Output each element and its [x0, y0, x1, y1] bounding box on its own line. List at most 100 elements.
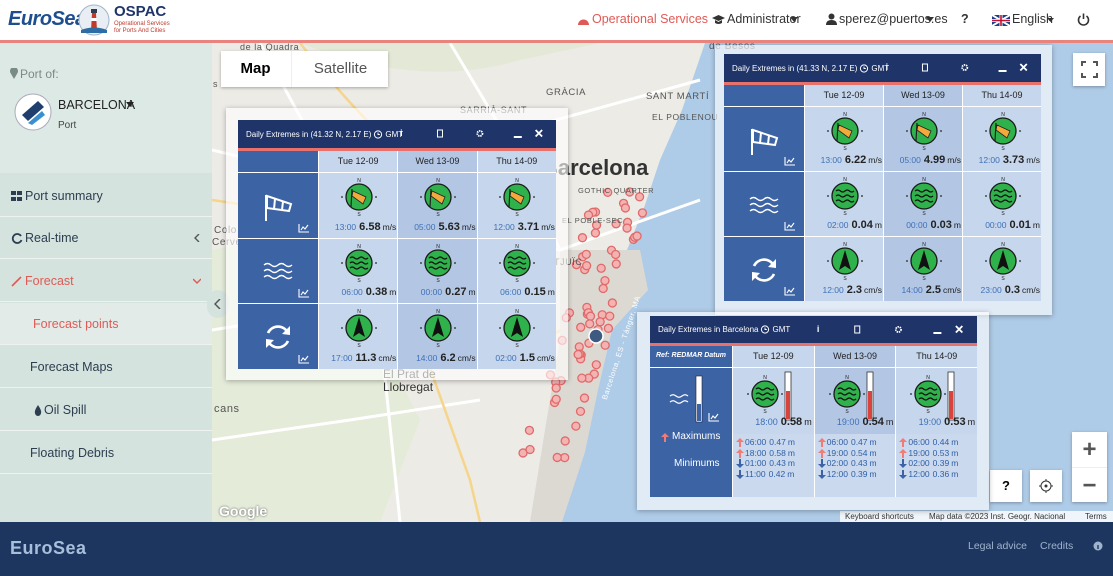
zoom-out[interactable]: − [1072, 467, 1107, 503]
day-header: Tue 12-09 [318, 151, 398, 172]
credits-link[interactable]: Credits [1040, 540, 1074, 552]
station-dot [611, 259, 621, 269]
station-dot [622, 223, 632, 233]
wave-icon-line [749, 208, 779, 213]
windsock [266, 194, 293, 212]
minimum-line: 01:00 0.43 m [745, 458, 795, 468]
arrow-shape [817, 448, 826, 458]
locate-button[interactable] [1030, 470, 1062, 502]
nav-administrator[interactable]: Administrator [727, 12, 801, 26]
extreme-unit: m [951, 447, 959, 458]
menu-item[interactable]: Oil Spill [0, 389, 212, 431]
power-button[interactable] [1077, 13, 1090, 26]
clock-hands [765, 327, 768, 330]
station-dot [607, 298, 618, 308]
wave-line [914, 199, 933, 203]
panel-title: Daily Extremes in (41.32 N, 2.17 E) [246, 129, 372, 139]
fullscreen-button[interactable] [1073, 53, 1105, 86]
lighthouse-band [91, 18, 97, 21]
extreme-unit: m [869, 437, 877, 447]
menu-item[interactable]: Forecast Maps [0, 346, 212, 388]
wave-line [428, 260, 448, 265]
keyboard-shortcuts[interactable]: Keyboard shortcuts [845, 512, 914, 521]
menu-item[interactable]: Floating Debris [0, 432, 212, 474]
nav-language[interactable]: English [1012, 12, 1053, 26]
compass-east [939, 195, 942, 197]
forecast-cell: N S 14:00 2.5 cm/s [883, 236, 962, 301]
zoom-in[interactable]: + [1082, 436, 1097, 463]
nav-help[interactable]: ? [961, 12, 969, 26]
menu-item[interactable]: Port summary [0, 175, 212, 217]
info-icon[interactable] [1093, 541, 1103, 551]
menu-item[interactable]: Forecast points [0, 303, 212, 345]
station-dot [603, 323, 614, 333]
sidebar-toggle[interactable] [207, 290, 229, 318]
port-name[interactable]: BARCELONA [58, 98, 136, 112]
menu-item[interactable]: Real-time [0, 217, 212, 259]
extreme-time: 12:00 [826, 468, 848, 479]
compass-east [374, 327, 377, 329]
cell-value: 0.03 [930, 219, 952, 231]
cell-value-line: 00:00 0.03 m [884, 219, 961, 231]
panel-info-button[interactable]: i [885, 62, 889, 72]
forecast-cell: N S 13:00 6.22 m/s [804, 106, 883, 171]
panel-title: Daily Extremes in (41.33 N, 2.17 E) [732, 63, 858, 73]
clock-hands [377, 132, 381, 135]
max-arrow [817, 448, 826, 458]
map-label: EL POBLE-SEC [562, 216, 624, 225]
brand-logo[interactable]: EuroSea [8, 8, 86, 30]
compass-dial: NS [905, 242, 942, 281]
row-header [724, 106, 804, 171]
cell-value-line: 17:00 11.3 cm/s [319, 352, 396, 364]
compass-north: N [843, 112, 847, 118]
nav-user[interactable]: sperez@puertos.es [839, 12, 948, 26]
terms[interactable]: Terms [1085, 512, 1107, 521]
menu-icon [11, 191, 22, 201]
station-dot [585, 319, 595, 329]
logo-sea [81, 27, 107, 33]
uk-flag [992, 15, 1010, 26]
wind-pole [914, 122, 918, 142]
wave-line [349, 265, 369, 270]
forecast-cell: N S 23:00 0.3 cm/s [962, 236, 1041, 301]
day-header-blank [238, 151, 318, 172]
wave-line [349, 260, 369, 265]
panel-info-button[interactable]: i [400, 128, 403, 138]
compass-south: S [922, 276, 926, 281]
legal-advice-link[interactable]: Legal advice [968, 540, 1027, 552]
locate-dot [1044, 484, 1048, 488]
nav-operational-services[interactable]: Operational Services [592, 12, 709, 26]
maximum-line: 18:00 0.58 m [745, 448, 795, 458]
max-arrow [736, 438, 744, 447]
arrow-shape [817, 459, 826, 468]
services-icon [578, 19, 589, 25]
cell-value-line: 02:00 1.5 cm/s [478, 352, 555, 364]
compass-west [905, 130, 908, 132]
menu-item[interactable]: Forecast [0, 260, 212, 302]
cell-value-line: 00:00 0.01 m [963, 219, 1040, 231]
panel-info-button[interactable]: i [816, 323, 820, 334]
google-logo: Google [219, 503, 268, 519]
cell-time: 00:00 [420, 287, 443, 297]
compass-dial: NS [905, 177, 942, 216]
compass-north: N [922, 242, 926, 248]
station-dot [577, 233, 588, 243]
station-dot [620, 203, 631, 213]
station-dot [632, 231, 642, 241]
cell-unit: m [953, 220, 961, 230]
minimize-button [998, 70, 1007, 72]
wave-line [837, 392, 857, 396]
wave-line [918, 392, 938, 396]
min-arrow [736, 469, 744, 479]
map-tab[interactable]: Map [240, 60, 271, 77]
grid-icon-cell [11, 191, 16, 195]
satellite-tab[interactable]: Satellite [291, 51, 389, 87]
cell-value: 0.27 [445, 286, 467, 298]
extreme-unit: m [869, 458, 877, 468]
map-help-button[interactable]: ? [990, 470, 1022, 502]
forecast-cell: N S 02:00 0.04 m [804, 171, 883, 236]
compass-west [826, 260, 829, 262]
cell-value: 0.3 [1004, 284, 1021, 296]
grid-icon-cell [11, 197, 16, 201]
wind-pole [429, 188, 432, 208]
